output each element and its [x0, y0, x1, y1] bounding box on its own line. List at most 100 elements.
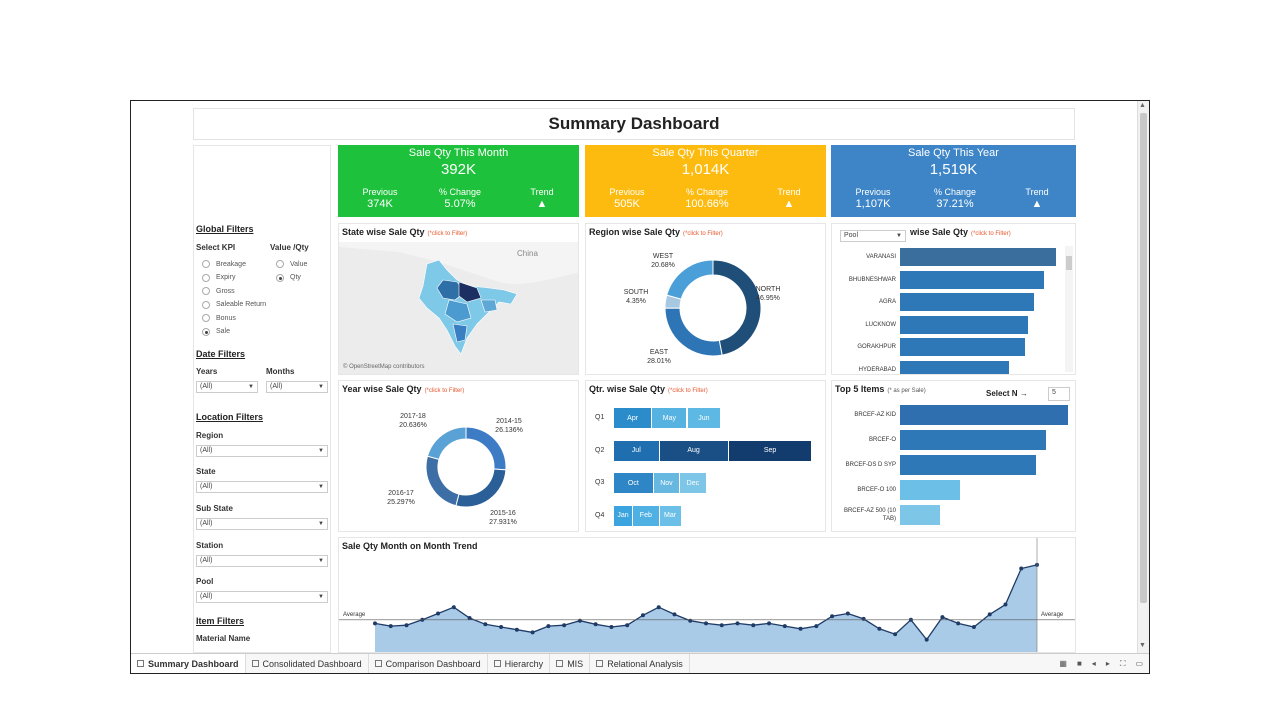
year-donut-chart[interactable]: 2014-15 26.136% 2015-16 27.931% 2016-17 25.29…	[339, 381, 579, 532]
trend-point[interactable]	[609, 625, 614, 629]
trend-panel[interactable]: Sale Qty Month on Month Trend Average Ave…	[338, 537, 1076, 653]
city-bar[interactable]	[900, 248, 1056, 266]
donut-slice[interactable]	[664, 307, 723, 357]
top-item-bar[interactable]	[900, 455, 1037, 475]
radio-dot[interactable]	[276, 260, 284, 268]
region-donut-panel[interactable]: Region wise Sale Qty (*click to Filter) N…	[585, 223, 826, 375]
trend-point[interactable]	[798, 626, 803, 631]
single-view-icon[interactable]: ■	[1076, 659, 1082, 668]
trend-area-chart[interactable]: Average Average	[339, 538, 1076, 653]
sheet-tab[interactable]: Consolidated Dashboard	[246, 654, 369, 673]
sheet-tab[interactable]: Summary Dashboard	[131, 654, 246, 673]
trend-point[interactable]	[782, 624, 787, 629]
trend-point[interactable]	[814, 624, 819, 629]
quarter-bar-segment[interactable]: Jul	[614, 440, 659, 461]
city-bar[interactable]	[900, 293, 1035, 311]
trend-point[interactable]	[845, 611, 850, 616]
quarter-bar-segment[interactable]: Dec	[680, 473, 706, 493]
radio-dot[interactable]	[202, 287, 210, 295]
radio-dot[interactable]	[202, 327, 210, 336]
sheet-tab[interactable]: Relational Analysis	[590, 654, 690, 673]
kpi-radio-option[interactable]: Bonus	[202, 314, 236, 322]
next-tab-icon[interactable]: ▸	[1105, 659, 1110, 668]
trend-point[interactable]	[388, 624, 393, 629]
station-select[interactable]: (All) ▼	[196, 555, 328, 567]
trend-point[interactable]	[640, 613, 645, 618]
map-state-madhya-pradesh[interactable]	[444, 299, 472, 323]
city-scrollbar[interactable]	[1065, 246, 1073, 372]
city-bar[interactable]	[900, 315, 1028, 334]
radio-dot[interactable]	[202, 260, 210, 268]
trend-point[interactable]	[735, 621, 740, 626]
trend-point[interactable]	[751, 623, 756, 628]
trend-point[interactable]	[704, 621, 708, 626]
sheet-tab[interactable]: Hierarchy	[488, 654, 551, 673]
trend-point[interactable]	[436, 611, 441, 616]
trend-point[interactable]	[467, 616, 472, 620]
india-map[interactable]: China © OpenStreetMap contributors	[339, 242, 579, 375]
donut-slice[interactable]	[712, 259, 762, 356]
region-donut-chart[interactable]: NORTH 46.95% EAST 28.01% SOUTH 4.35% WEST 20.68…	[586, 224, 826, 375]
donut-slice[interactable]	[425, 455, 460, 507]
trend-point[interactable]	[893, 632, 898, 637]
trend-point[interactable]	[530, 630, 535, 635]
trend-point[interactable]	[861, 616, 866, 621]
year-donut-panel[interactable]: Year wise Sale Qty (*click to Filter) 201…	[338, 380, 579, 532]
trend-point[interactable]	[830, 614, 835, 619]
top-item-bar[interactable]	[900, 430, 1047, 450]
trend-point[interactable]	[688, 618, 693, 623]
state-map-panel[interactable]: State wise Sale Qty (*click to Filter) Ch…	[338, 223, 579, 375]
vertical-scrollbar[interactable]: ▲ ▼	[1137, 101, 1149, 653]
trend-point[interactable]	[593, 622, 598, 627]
quarter-bar-segment[interactable]: Mar	[659, 505, 681, 526]
scrollbar-thumb[interactable]	[1140, 113, 1147, 603]
donut-slice[interactable]	[455, 468, 507, 508]
fullscreen-icon[interactable]: ⛶	[1119, 658, 1126, 668]
trend-point[interactable]	[956, 621, 961, 626]
quarter-bar-segment[interactable]: May	[652, 408, 687, 428]
map-state-uttar-pradesh[interactable]	[458, 281, 482, 303]
region-select[interactable]: (All) ▼	[196, 445, 328, 457]
quarter-bar-segment[interactable]: Feb	[633, 505, 659, 526]
kpi-radio-option[interactable]: Breakage	[202, 260, 246, 268]
trend-point[interactable]	[767, 621, 772, 626]
map-state-south[interactable]	[452, 323, 468, 343]
years-select[interactable]: (All) ▼	[196, 381, 258, 393]
radio-dot[interactable]	[202, 314, 210, 322]
sub-state-select[interactable]: (All) ▼	[196, 518, 328, 530]
trend-point[interactable]	[451, 605, 456, 610]
donut-slice[interactable]	[666, 259, 714, 300]
state-select[interactable]: (All) ▼	[196, 481, 328, 493]
top-item-bar[interactable]	[900, 405, 1068, 425]
city-bar[interactable]	[900, 360, 1010, 374]
trend-point[interactable]	[546, 624, 551, 629]
scroll-up-icon[interactable]: ▲	[1139, 102, 1146, 109]
quarter-bar-segment[interactable]: Nov	[653, 473, 680, 493]
trend-point[interactable]	[625, 623, 630, 628]
city-bar-panel[interactable]: Pool ▼ wise Sale Qty (*click to Filter) VA…	[831, 223, 1076, 375]
quarter-bar-segment[interactable]: Sep	[728, 440, 812, 461]
trend-point[interactable]	[373, 621, 377, 626]
trend-point[interactable]	[971, 625, 976, 629]
trend-point[interactable]	[483, 622, 488, 627]
kpi-radio-option[interactable]: Saleable Return	[202, 300, 266, 309]
first-tab-icon[interactable]: ◂	[1091, 659, 1096, 668]
select-n-input[interactable]: 5	[1048, 387, 1070, 401]
trend-point[interactable]	[1019, 566, 1024, 571]
quarter-bar-segment[interactable]: Oct	[614, 473, 653, 493]
trend-point[interactable]	[499, 625, 504, 629]
sheet-tab[interactable]: Comparison Dashboard	[369, 654, 488, 673]
trend-point[interactable]	[514, 627, 519, 632]
city-bar[interactable]	[900, 270, 1044, 289]
map-state-east[interactable]	[480, 299, 498, 313]
scroll-down-icon[interactable]: ▼	[1139, 642, 1146, 649]
city-scrollbar-thumb[interactable]	[1066, 256, 1072, 270]
kpi-radio-option[interactable]: Expiry	[202, 273, 235, 282]
trend-point[interactable]	[924, 637, 929, 642]
radio-dot[interactable]	[202, 300, 210, 309]
sheet-tab[interactable]: MIS	[550, 654, 591, 673]
trend-point[interactable]	[404, 623, 409, 628]
kpi-year[interactable]: Sale Qty This Year 1,519K Previous 1,107K…	[831, 145, 1076, 217]
grid-view-icon[interactable]: ▦	[1059, 659, 1067, 668]
top-item-bar[interactable]	[900, 480, 961, 500]
